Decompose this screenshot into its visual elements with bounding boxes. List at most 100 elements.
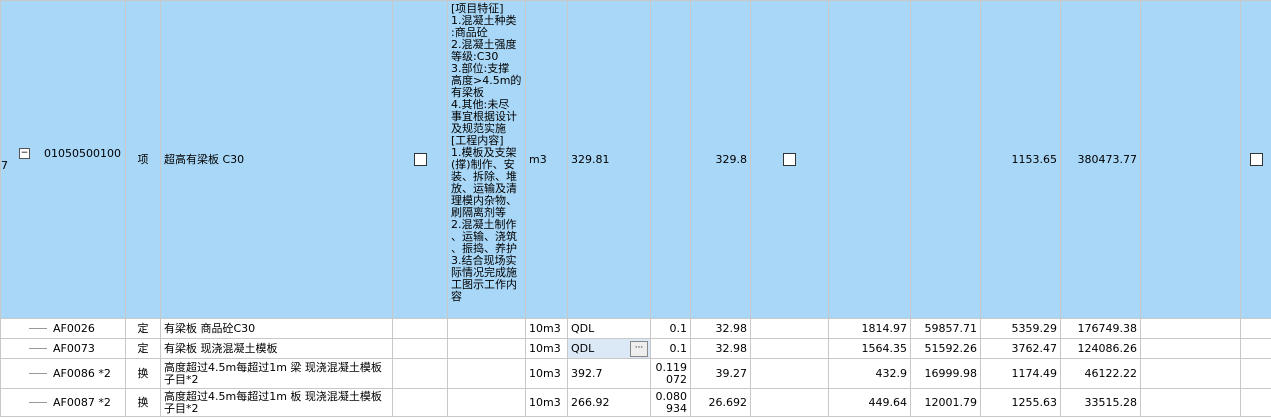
cell-text: 51592.26 [924, 341, 978, 355]
cell-text: m3 [529, 152, 547, 166]
cell: 5359.29 [980, 318, 1061, 339]
cell-text: 380473.77 [1077, 152, 1138, 166]
cell: 46122.22 [1060, 358, 1141, 389]
description-line: 有梁板 [451, 86, 484, 99]
cell: 0.080934 [650, 388, 691, 417]
table-row: AF0026 定 有梁板 商品砼C30 10m3 QDL 0.1 32.98 1814.97 5… [0, 318, 1271, 339]
description-line: [工程内容] [451, 134, 504, 147]
cell-text: 高度超过4.5m每超过1m 板 现浇混凝土模板 子目*2 [164, 389, 382, 415]
cell [828, 0, 911, 319]
ellipsis-button[interactable]: ··· [630, 341, 648, 357]
cell [1140, 338, 1241, 359]
cell-text: 超高有梁板 C30 [164, 152, 245, 166]
cell: 0.119072 [650, 358, 691, 389]
cell [1240, 388, 1271, 417]
cell-text: 26.692 [708, 395, 748, 409]
cell: 1153.65 [980, 0, 1061, 319]
cell [392, 388, 448, 417]
cell [650, 0, 691, 319]
cell: 1814.97 [828, 318, 911, 339]
cell-text: 10m3 [529, 395, 561, 409]
cell-text: 39.27 [715, 366, 748, 380]
description-line: 2.混凝土强度 [451, 38, 517, 51]
cell: 33515.28 [1060, 388, 1141, 417]
cell-text: 换 [137, 366, 149, 380]
cell: 1564.35 [828, 338, 911, 359]
cell [1240, 358, 1271, 389]
cell: 449.64 [828, 388, 911, 417]
description-line: 际情况完成施 [451, 266, 517, 279]
tree-line [29, 348, 47, 349]
cell-text: 32.98 [715, 321, 748, 335]
cell: AF0026 [0, 318, 126, 339]
description-line: 3.结合现场实 [451, 254, 517, 267]
description-line: 等级:C30 [451, 50, 499, 63]
cell-text: 449.64 [868, 395, 908, 409]
cell-text: 010505001007 [1, 146, 121, 172]
cell [1240, 318, 1271, 339]
cell [1240, 338, 1271, 359]
cell [1140, 388, 1241, 417]
description-line: 1.模板及支架 [451, 146, 517, 159]
cell [1140, 358, 1241, 389]
cell [1240, 0, 1271, 319]
checkbox[interactable] [1249, 153, 1263, 166]
cell [750, 0, 829, 319]
cell: 32.98 [690, 338, 751, 359]
cell: 10m3 [525, 318, 568, 339]
cell: 39.27 [690, 358, 751, 389]
cell [392, 338, 448, 359]
cell-text: 266.92 [571, 395, 610, 409]
cell-text: 定 [137, 321, 149, 335]
cell [447, 358, 526, 389]
cell: QDL [567, 318, 651, 339]
expand-toggle[interactable]: − [19, 148, 30, 159]
cell [392, 0, 448, 319]
cell: 换 [125, 388, 161, 417]
cell-text: QDL [571, 341, 595, 355]
checkbox[interactable] [413, 153, 427, 166]
cell [750, 388, 829, 417]
description-line: :商品砼 [451, 26, 488, 39]
cell: 有梁板 现浇混凝土模板 [160, 338, 393, 359]
cell: 换 [125, 358, 161, 389]
cell: QDL ··· [567, 338, 651, 359]
cell: 380473.77 [1060, 0, 1141, 319]
cell: 266.92 [567, 388, 651, 417]
description-line: 3.部位:支撑 [451, 62, 510, 75]
cell: 0.1 [650, 318, 691, 339]
cell-text: 1174.49 [1011, 366, 1058, 380]
cell-text: 46122.22 [1084, 366, 1138, 380]
checkbox[interactable] [783, 153, 796, 166]
cell: 定 [125, 318, 161, 339]
cell: 定 [125, 338, 161, 359]
cell-text: 10m3 [529, 366, 561, 380]
cell: AF0073 [0, 338, 126, 359]
tree-line [29, 402, 47, 403]
description-line: 理模内杂物、 [451, 194, 517, 207]
cell-text: QDL [571, 321, 595, 335]
table-row: −010505001007 项 超高有梁板 C30 [项目特征] 1.混凝土种类:商品砼… [0, 0, 1271, 319]
cell-text: 32.98 [715, 341, 748, 355]
cell-text: AF0073 [53, 341, 95, 355]
cell-text: 10m3 [529, 321, 561, 335]
cell: 432.9 [828, 358, 911, 389]
description-line: 放、运输及清 [451, 182, 517, 195]
description-line: 事宜根据设计 [451, 110, 517, 123]
description-line: 工图示工作内 [451, 278, 517, 291]
cell: −010505001007 [0, 0, 126, 319]
cell: 329.81 [567, 0, 651, 319]
cell-text: 0.1 [669, 341, 688, 355]
tree-line [29, 328, 47, 329]
description-line: 、振捣、养护 [451, 242, 517, 255]
cell-text: AF0086 *2 [53, 366, 111, 380]
description-line: 高度>4.5m的 [451, 74, 522, 87]
cell-text: 3762.47 [1011, 341, 1058, 355]
cell: 32.98 [690, 318, 751, 339]
cell: 3762.47 [980, 338, 1061, 359]
cell: 1174.49 [980, 358, 1061, 389]
cell-text: 33515.28 [1084, 395, 1138, 409]
cell [750, 338, 829, 359]
